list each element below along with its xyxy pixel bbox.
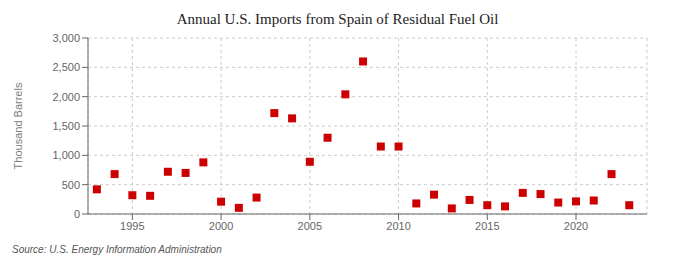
svg-text:2005: 2005 (298, 220, 322, 232)
svg-text:2015: 2015 (475, 220, 499, 232)
svg-text:1,500: 1,500 (52, 120, 80, 132)
svg-text:2,000: 2,000 (52, 91, 80, 103)
svg-text:500: 500 (62, 179, 80, 191)
svg-text:Thousand Barrels: Thousand Barrels (12, 82, 24, 169)
svg-text:2000: 2000 (209, 220, 233, 232)
svg-text:2020: 2020 (564, 220, 588, 232)
svg-text:0: 0 (74, 208, 80, 220)
svg-text:2010: 2010 (386, 220, 410, 232)
svg-text:3,000: 3,000 (52, 32, 80, 44)
html-text:Source: U.S. Energy Informatio: Source: U.S. Energy Information Administ… (12, 244, 222, 255)
svg-text:2,500: 2,500 (52, 61, 80, 73)
svg-text:1,000: 1,000 (52, 149, 80, 161)
svg-text:1995: 1995 (120, 220, 144, 232)
html-text:Annual U.S. Imports from Spain: Annual U.S. Imports from Spain of Residu… (176, 11, 499, 27)
